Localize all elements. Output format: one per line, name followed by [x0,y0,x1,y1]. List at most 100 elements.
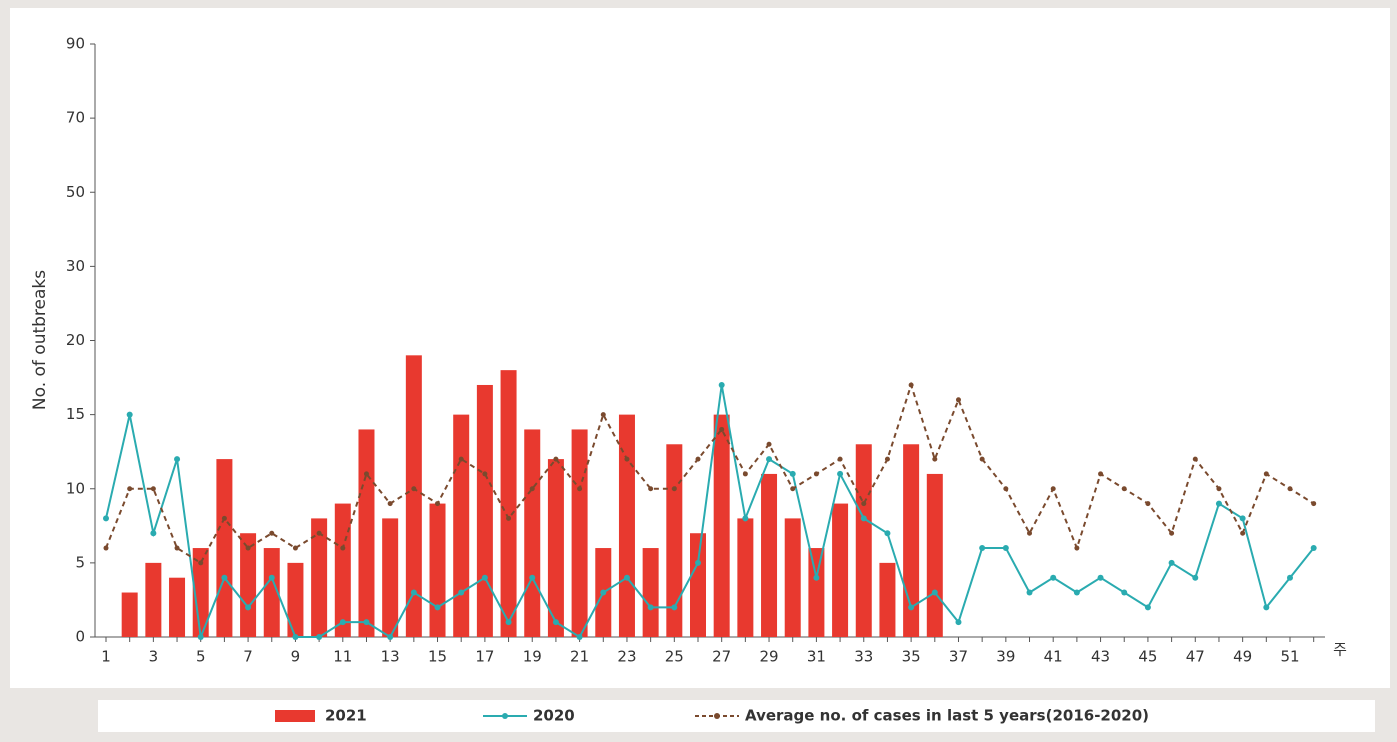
point [387,634,394,640]
legend-label: 2020 [533,707,575,725]
point [932,456,938,462]
point [1121,486,1127,492]
bar [642,548,659,637]
x-tick-label: 33 [854,648,873,666]
point [339,619,346,626]
point [647,604,654,611]
point [1098,471,1104,477]
x-tick-label: 51 [1280,648,1299,666]
bar [453,414,470,637]
x-tick-label: 15 [428,648,447,666]
bar [334,503,351,637]
bar [192,548,209,637]
x-tick-label: 31 [807,648,826,666]
x-tick-label: 27 [712,648,731,666]
x-tick-label: 43 [1091,648,1110,666]
point [1310,545,1317,552]
point [1287,574,1293,581]
bar [784,518,801,637]
point [908,382,914,388]
y-tick-label: 15 [66,405,85,423]
point [695,559,701,566]
legend-swatch [502,713,508,719]
point [316,634,323,640]
point [766,441,772,447]
point [481,574,488,581]
point [363,619,370,626]
point [292,545,298,551]
y-tick-label: 10 [66,479,85,497]
point [1311,501,1317,507]
point [1073,589,1080,596]
point [1169,530,1175,536]
point [506,515,512,521]
point [979,456,985,462]
point [623,574,630,581]
bar [879,562,896,637]
point [955,619,962,626]
point [671,486,677,492]
point [1192,574,1199,581]
y-axis-label: No. of outbreaks [30,270,50,410]
bar [429,503,446,637]
point [245,545,251,551]
point [1121,589,1128,596]
point [719,426,725,432]
point [884,530,891,537]
point [813,574,820,581]
legend-swatch [275,710,315,722]
line [105,381,1315,565]
bar [855,444,872,637]
point [600,412,606,418]
point [316,530,322,536]
point [127,486,133,492]
x-tick-label: 49 [1233,648,1252,666]
y-tick-label: 70 [66,109,85,127]
legend-swatch [714,713,720,719]
bar [500,370,517,637]
bar [808,548,825,637]
point [861,501,867,507]
point [411,486,417,492]
x-tick-label: 17 [475,648,494,666]
point [197,634,204,640]
point [529,486,535,492]
x-tick-label: 13 [381,648,400,666]
x-axis-label: 주 [1333,641,1347,659]
point [718,381,725,388]
x-tick-label: 23 [617,648,636,666]
bar [926,473,943,637]
point [198,560,204,566]
legend-label: Average no. of cases in last 5 years(201… [745,707,1149,725]
point [1144,604,1151,611]
point [884,456,890,462]
point [1263,604,1270,611]
point [1239,515,1246,522]
bar [263,548,280,637]
point [1050,574,1057,581]
point [648,486,654,492]
point [576,634,583,640]
point [1192,456,1198,462]
bar [358,429,375,637]
bar [690,533,706,637]
point [268,574,275,581]
x-tick-label: 29 [759,648,778,666]
point [1168,559,1175,566]
x-tick-label: 19 [523,648,542,666]
x-tick-label: 41 [1044,648,1063,666]
point [1026,589,1033,596]
bar [405,355,422,637]
point [410,589,417,596]
point [790,486,796,492]
point [269,530,275,536]
x-tick-label: 47 [1186,648,1205,666]
point [505,619,512,626]
x-tick-label: 37 [949,648,968,666]
point [1263,471,1269,477]
point [150,530,157,537]
x-tick-label: 45 [1138,648,1157,666]
point [789,470,796,477]
point [908,604,915,611]
bar [666,444,683,637]
